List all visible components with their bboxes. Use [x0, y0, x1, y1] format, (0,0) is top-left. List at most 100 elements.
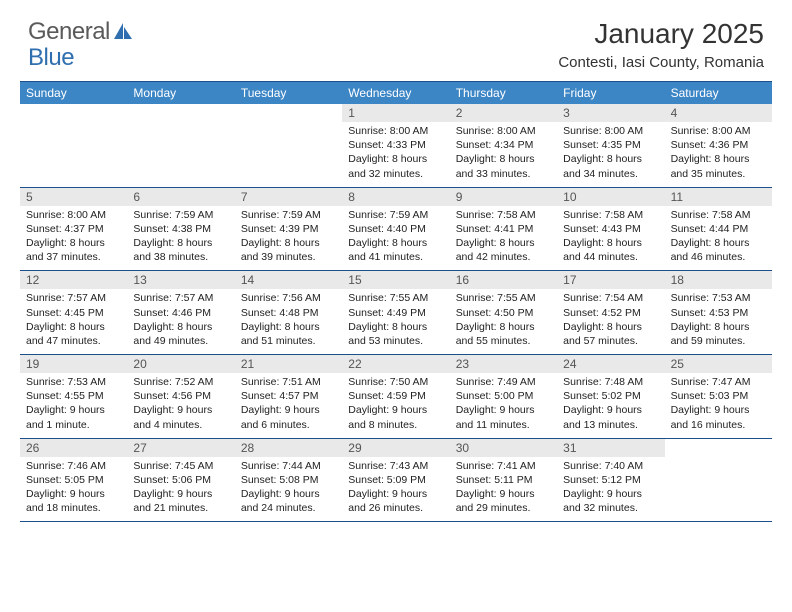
- calendar-cell: 0: [665, 439, 772, 522]
- dayname: Sunday: [20, 82, 127, 104]
- sunset-line: Sunset: 4:34 PM: [456, 138, 551, 152]
- sunset-line: Sunset: 5:00 PM: [456, 389, 551, 403]
- calendar-cell: 14Sunrise: 7:56 AMSunset: 4:48 PMDayligh…: [235, 271, 342, 354]
- sunrise-line: Sunrise: 7:52 AM: [133, 375, 228, 389]
- daylight-line-1: Daylight: 8 hours: [348, 320, 443, 334]
- day-number: 5: [20, 188, 127, 206]
- sunset-line: Sunset: 4:55 PM: [26, 389, 121, 403]
- daylight-line-1: Daylight: 9 hours: [456, 403, 551, 417]
- daylight-line-1: Daylight: 9 hours: [456, 487, 551, 501]
- calendar-cell: 6Sunrise: 7:59 AMSunset: 4:38 PMDaylight…: [127, 188, 234, 271]
- daylight-line-2: and 24 minutes.: [241, 501, 336, 515]
- sunrise-line: Sunrise: 8:00 AM: [26, 208, 121, 222]
- day-number: 19: [20, 355, 127, 373]
- calendar-week: 5Sunrise: 8:00 AMSunset: 4:37 PMDaylight…: [20, 188, 772, 272]
- daylight-line-1: Daylight: 8 hours: [456, 152, 551, 166]
- sunset-line: Sunset: 4:40 PM: [348, 222, 443, 236]
- calendar-cell: 13Sunrise: 7:57 AMSunset: 4:46 PMDayligh…: [127, 271, 234, 354]
- daylight-line-2: and 32 minutes.: [563, 501, 658, 515]
- daylight-line-1: Daylight: 9 hours: [563, 487, 658, 501]
- calendar: SundayMondayTuesdayWednesdayThursdayFrid…: [20, 81, 772, 522]
- day-details: Sunrise: 7:44 AMSunset: 5:08 PMDaylight:…: [235, 457, 342, 516]
- daylight-line-2: and 51 minutes.: [241, 334, 336, 348]
- daylight-line-2: and 38 minutes.: [133, 250, 228, 264]
- sunset-line: Sunset: 4:45 PM: [26, 306, 121, 320]
- day-number: 14: [235, 271, 342, 289]
- sunset-line: Sunset: 4:33 PM: [348, 138, 443, 152]
- daylight-line-1: Daylight: 8 hours: [563, 152, 658, 166]
- daylight-line-1: Daylight: 8 hours: [26, 236, 121, 250]
- day-details: Sunrise: 8:00 AMSunset: 4:35 PMDaylight:…: [557, 122, 664, 181]
- day-details: Sunrise: 8:00 AMSunset: 4:36 PMDaylight:…: [665, 122, 772, 181]
- daylight-line-1: Daylight: 9 hours: [671, 403, 766, 417]
- calendar-cell: 4Sunrise: 8:00 AMSunset: 4:36 PMDaylight…: [665, 104, 772, 187]
- daylight-line-1: Daylight: 8 hours: [671, 152, 766, 166]
- sunset-line: Sunset: 4:46 PM: [133, 306, 228, 320]
- day-number: 16: [450, 271, 557, 289]
- dayname: Monday: [127, 82, 234, 104]
- calendar-cell: 0: [235, 104, 342, 187]
- page-header: General January 2025 Contesti, Iasi Coun…: [0, 0, 792, 77]
- daylight-line-1: Daylight: 9 hours: [133, 487, 228, 501]
- daylight-line-1: Daylight: 9 hours: [241, 403, 336, 417]
- day-details: Sunrise: 7:48 AMSunset: 5:02 PMDaylight:…: [557, 373, 664, 432]
- day-details: Sunrise: 8:00 AMSunset: 4:33 PMDaylight:…: [342, 122, 449, 181]
- day-details: Sunrise: 7:47 AMSunset: 5:03 PMDaylight:…: [665, 373, 772, 432]
- daylight-line-2: and 33 minutes.: [456, 167, 551, 181]
- day-details: Sunrise: 7:55 AMSunset: 4:49 PMDaylight:…: [342, 289, 449, 348]
- dayname: Saturday: [665, 82, 772, 104]
- daylight-line-2: and 26 minutes.: [348, 501, 443, 515]
- daylight-line-2: and 41 minutes.: [348, 250, 443, 264]
- day-details: Sunrise: 7:49 AMSunset: 5:00 PMDaylight:…: [450, 373, 557, 432]
- sunrise-line: Sunrise: 7:59 AM: [241, 208, 336, 222]
- sunrise-line: Sunrise: 7:56 AM: [241, 291, 336, 305]
- calendar-cell: 8Sunrise: 7:59 AMSunset: 4:40 PMDaylight…: [342, 188, 449, 271]
- day-number: 30: [450, 439, 557, 457]
- calendar-cell: 2Sunrise: 8:00 AMSunset: 4:34 PMDaylight…: [450, 104, 557, 187]
- logo-text-blue: Blue: [28, 44, 74, 71]
- sunrise-line: Sunrise: 7:58 AM: [456, 208, 551, 222]
- daylight-line-1: Daylight: 8 hours: [563, 236, 658, 250]
- day-number: 2: [450, 104, 557, 122]
- day-number: 23: [450, 355, 557, 373]
- daylight-line-1: Daylight: 8 hours: [563, 320, 658, 334]
- calendar-cell: 30Sunrise: 7:41 AMSunset: 5:11 PMDayligh…: [450, 439, 557, 522]
- day-number: 29: [342, 439, 449, 457]
- dayname: Wednesday: [342, 82, 449, 104]
- sunset-line: Sunset: 4:41 PM: [456, 222, 551, 236]
- calendar-cell: 10Sunrise: 7:58 AMSunset: 4:43 PMDayligh…: [557, 188, 664, 271]
- sunrise-line: Sunrise: 7:53 AM: [671, 291, 766, 305]
- page-title: January 2025: [558, 18, 764, 50]
- daylight-line-2: and 8 minutes.: [348, 418, 443, 432]
- sunset-line: Sunset: 5:12 PM: [563, 473, 658, 487]
- calendar-cell: 31Sunrise: 7:40 AMSunset: 5:12 PMDayligh…: [557, 439, 664, 522]
- sunrise-line: Sunrise: 7:41 AM: [456, 459, 551, 473]
- day-details: Sunrise: 7:55 AMSunset: 4:50 PMDaylight:…: [450, 289, 557, 348]
- daylight-line-1: Daylight: 8 hours: [133, 320, 228, 334]
- sunset-line: Sunset: 4:43 PM: [563, 222, 658, 236]
- calendar-week: 0001Sunrise: 8:00 AMSunset: 4:33 PMDayli…: [20, 104, 772, 188]
- daylight-line-2: and 4 minutes.: [133, 418, 228, 432]
- dayname-row: SundayMondayTuesdayWednesdayThursdayFrid…: [20, 82, 772, 104]
- logo: General: [28, 18, 136, 46]
- calendar-cell: 16Sunrise: 7:55 AMSunset: 4:50 PMDayligh…: [450, 271, 557, 354]
- day-number: 13: [127, 271, 234, 289]
- sunset-line: Sunset: 5:02 PM: [563, 389, 658, 403]
- sunset-line: Sunset: 5:05 PM: [26, 473, 121, 487]
- sunset-line: Sunset: 4:48 PM: [241, 306, 336, 320]
- sunrise-line: Sunrise: 7:48 AM: [563, 375, 658, 389]
- calendar-cell: 28Sunrise: 7:44 AMSunset: 5:08 PMDayligh…: [235, 439, 342, 522]
- sunrise-line: Sunrise: 7:46 AM: [26, 459, 121, 473]
- calendar-cell: 5Sunrise: 8:00 AMSunset: 4:37 PMDaylight…: [20, 188, 127, 271]
- day-details: Sunrise: 7:58 AMSunset: 4:43 PMDaylight:…: [557, 206, 664, 265]
- calendar-cell: 17Sunrise: 7:54 AMSunset: 4:52 PMDayligh…: [557, 271, 664, 354]
- day-number: 20: [127, 355, 234, 373]
- logo-text-blue-wrap: Blue: [28, 44, 74, 72]
- sunrise-line: Sunrise: 7:44 AM: [241, 459, 336, 473]
- daylight-line-1: Daylight: 8 hours: [671, 320, 766, 334]
- day-number: 1: [342, 104, 449, 122]
- sunrise-line: Sunrise: 8:00 AM: [563, 124, 658, 138]
- calendar-cell: 26Sunrise: 7:46 AMSunset: 5:05 PMDayligh…: [20, 439, 127, 522]
- calendar-cell: 24Sunrise: 7:48 AMSunset: 5:02 PMDayligh…: [557, 355, 664, 438]
- day-details: Sunrise: 7:52 AMSunset: 4:56 PMDaylight:…: [127, 373, 234, 432]
